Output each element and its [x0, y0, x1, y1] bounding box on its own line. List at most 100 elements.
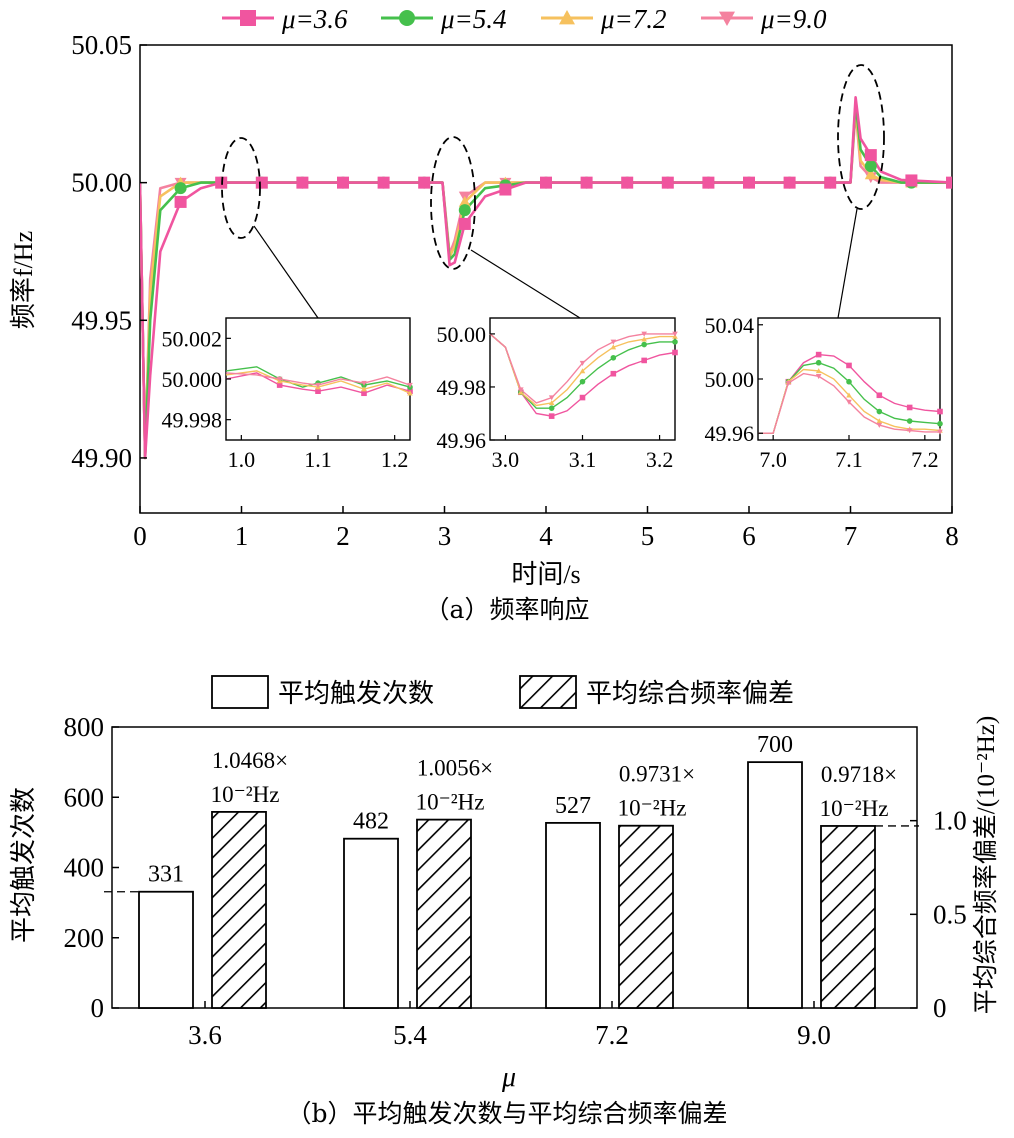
inset-x-tick-label-1-2: 3.2: [646, 447, 674, 472]
inset-marker-2-1-12: [937, 420, 943, 427]
inset-marker-2-3-8: [876, 422, 883, 428]
zoom-ellipses: [221, 64, 885, 319]
series-marker-a-2-7: [458, 195, 471, 207]
inset-marker-2-3-12: [937, 429, 943, 435]
inset-1: 3.0 3.1 3.2 49.96 49.98 50.00: [437, 317, 678, 472]
y-tick-label-left-b-2: 400: [64, 853, 105, 883]
inset-marker-2-3-4: [815, 374, 822, 380]
x-tick-label-a-5: 5: [641, 521, 655, 551]
inset-marker-2-1-4: [815, 359, 822, 366]
legend-marker-a-0: [240, 10, 256, 26]
inset-marker-2-2-6: [846, 392, 852, 398]
inset-marker-0-3-4: [315, 382, 321, 388]
inset-marker-2-1-10: [906, 418, 913, 424]
zoom-ellipse-0: [221, 137, 261, 239]
axes-a: 0 1 2 3 4 5 6 7 8 49.90 49.95 50.00 50.05: [71, 30, 959, 551]
series-marker-a-0-17: [864, 149, 877, 162]
inset-marker-1-3-2: [518, 387, 524, 393]
trigger-deviation-bar-chart: 平均触发次数 平均综合频率偏差 0 200 400 600 800 0 0.5 1.0 3.6 5.…: [9, 675, 1000, 1128]
zoom-connector-2: [837, 208, 858, 319]
series-marker-a-0-18: [905, 174, 918, 187]
series-marker-a-0-2: [255, 176, 268, 189]
y-tick-label-a-0: 49.90: [71, 443, 132, 473]
inset-marker-1-1-10: [641, 341, 647, 348]
legend-label-a-3: μ=9.0: [760, 4, 827, 34]
inset-y-tick-label-1-1: 49.98: [437, 375, 487, 400]
y-tick-label-a-2: 50.00: [71, 168, 132, 198]
inset-marker-2-3-6: [846, 399, 852, 405]
bar-count-0: [138, 890, 194, 1009]
inset-marker-1-1-4: [548, 405, 555, 411]
inset-marker-1-2-6: [579, 368, 586, 374]
inset-marker-0-3-6: [361, 380, 367, 386]
inset-x-tick-label-1-0: 3.0: [492, 447, 520, 472]
inset-marker-0-3-8: [407, 382, 413, 388]
y-tick-label-left-b-3: 600: [64, 782, 105, 812]
inset-y-tick-label-1-0: 49.96: [437, 428, 487, 453]
inset-marker-2-2-4: [815, 368, 822, 374]
inset-x-tick-label-2-0: 7.0: [759, 447, 787, 472]
series-marker-a-1-0: [174, 182, 187, 195]
caption-b: （b）平均触发次数与平均综合频率偏差: [286, 1099, 727, 1128]
inset-marker-1-3-10: [641, 331, 647, 337]
inset-frame-0: [225, 317, 411, 441]
insets: 1.0 1.1 1.2 49.998 50.000 50.002 3.0 3.1 3.2 49.9…: [162, 313, 943, 472]
legend-label-a-2: μ=7.2: [600, 4, 667, 34]
inset-marker-1-2-10: [641, 336, 647, 342]
inset-marker-2-0-4: [815, 351, 822, 358]
x-tick-label-a-8: 8: [945, 521, 959, 551]
bar-label-deviation-1: 1.0056×: [417, 756, 493, 781]
bar-label-count-0: 331: [148, 862, 184, 888]
series-marker-a-0-19: [946, 176, 952, 189]
series-marker-a-0-6: [418, 176, 431, 189]
inset-marker-2-3-10: [906, 428, 913, 434]
inset-marker-1-1-12: [672, 339, 678, 345]
frequency-response-chart: μ=3.6 μ=5.4 μ=7.2 μ=9.0 0 1 2 3 4 5 6 7 8 49.90 49.95…: [9, 4, 959, 624]
inset-marker-2-0-8: [876, 392, 883, 399]
bar-deviation-1: [416, 818, 472, 1009]
legend-label-a-1: μ=5.4: [440, 4, 507, 34]
y-tick-label-left-b-1: 200: [64, 923, 105, 953]
y-tick-label-a-1: 49.95: [71, 305, 132, 335]
caption-a: （a）频率响应: [425, 595, 590, 624]
inset-0: 1.0 1.1 1.2 49.998 50.000 50.002: [162, 317, 413, 472]
bars-b: 331 1.0468× 10⁻²Hz 482 1.0056× 10⁻²Hz 527 0.973…: [104, 732, 919, 1009]
series-marker-a-0-14: [743, 176, 755, 189]
plot-frame-a: [139, 44, 953, 514]
inset-marker-0-3-2: [276, 376, 283, 382]
series-marker-a-1-17: [864, 160, 877, 173]
y-axis-label-right-b: 平均综合频率偏差/(10⁻²Hz): [972, 716, 1000, 1014]
series-marker-a-0-5: [377, 176, 390, 189]
inset-marker-0-2-8: [407, 390, 413, 396]
legend-marker-a-1: [399, 10, 415, 26]
series-marker-a-0-12: [661, 176, 674, 189]
bar-count-1: [343, 837, 399, 1009]
bar-label-count-3: 700: [757, 732, 793, 758]
x-tick-label-a-2: 2: [336, 521, 350, 551]
inset-marker-0-0-2: [276, 382, 283, 388]
inset-marker-1-0-8: [610, 370, 617, 377]
inset-marker-0-0-6: [361, 390, 367, 397]
inset-x-tick-label-0-1: 1.1: [304, 447, 332, 472]
series-marker-a-0-7: [458, 217, 471, 230]
x-tick-label-a-7: 7: [844, 521, 858, 551]
legend-swatch-b-1: [519, 675, 577, 709]
inset-marker-1-3-6: [579, 360, 586, 366]
x-axis-label-a: 时间/s: [511, 560, 580, 589]
legend-label-a-0: μ=3.6: [281, 4, 348, 34]
inset-x-tick-label-0-2: 1.2: [381, 447, 409, 472]
bar-count-3: [747, 761, 803, 1009]
inset-y-tick-label-2-0: 49.96: [705, 421, 755, 446]
y-tick-label-right-b-2: 1.0: [933, 806, 967, 836]
series-marker-a-0-9: [540, 176, 552, 189]
bar-label-deviation-2: 0.9731×: [619, 762, 695, 787]
inset-marker-1-0-6: [579, 394, 586, 401]
inset-x-tick-label-2-2: 7.2: [911, 447, 939, 472]
bar-label-deviation-3: 0.9718×: [821, 762, 897, 787]
x-tick-label-b-2: 7.2: [595, 1020, 629, 1050]
series-marker-a-0-1: [215, 176, 228, 189]
inset-marker-1-1-8: [610, 354, 617, 361]
x-tick-label-b-0: 3.6: [188, 1020, 222, 1050]
series-marker-a-0-15: [783, 176, 796, 189]
